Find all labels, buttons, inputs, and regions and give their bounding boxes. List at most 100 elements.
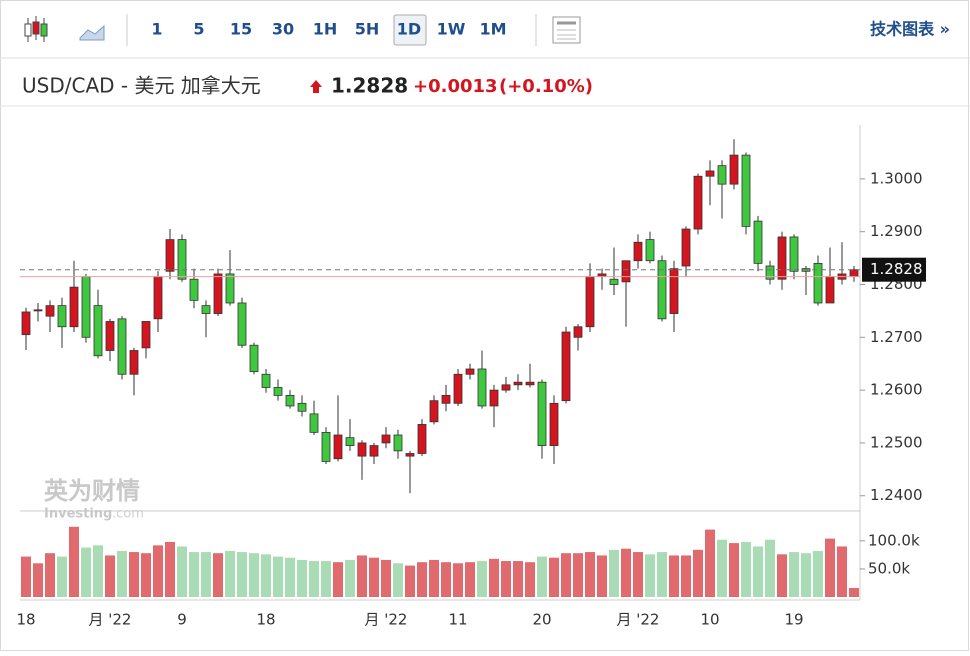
candle-body	[213, 273, 223, 314]
candle-body	[561, 331, 571, 402]
candle-body	[57, 305, 67, 328]
table-icon[interactable]	[552, 16, 581, 44]
volume-bar	[381, 559, 391, 597]
volume-bar	[549, 557, 559, 597]
up-arrow	[310, 80, 322, 93]
candle-body	[501, 384, 511, 391]
candle-body	[825, 276, 835, 304]
candle-body	[489, 389, 499, 407]
candle-body	[453, 373, 463, 404]
candle-body	[777, 236, 787, 280]
volume-bar	[153, 545, 163, 597]
volume-bar	[105, 555, 115, 597]
volume-bar	[681, 555, 691, 597]
interval-button[interactable]: 15	[230, 20, 252, 39]
volume-bar	[525, 562, 535, 597]
interval-button[interactable]: 1D	[397, 20, 421, 39]
candle-body	[645, 239, 655, 262]
candle-body	[621, 260, 631, 283]
volume-bar	[405, 565, 415, 597]
volume-bar	[441, 562, 451, 597]
x-tick-label: 20	[532, 611, 551, 629]
x-tick-label: 9	[177, 611, 187, 629]
watermark-site: Investing	[44, 507, 112, 522]
candle-body	[45, 305, 55, 317]
y-tick-label: 1.2500	[870, 433, 923, 451]
candle-body	[681, 228, 691, 267]
volume-bar	[657, 552, 667, 597]
volume-bar	[561, 553, 571, 597]
candle-body	[549, 402, 559, 446]
candle-body	[225, 273, 235, 304]
candle-body	[849, 269, 859, 277]
candle-body	[741, 154, 751, 227]
candle-body	[753, 220, 763, 264]
candle-body	[285, 394, 295, 407]
volume-bar	[837, 546, 847, 597]
candle-body	[441, 394, 451, 404]
volume-bar	[717, 539, 727, 597]
candle-body	[69, 286, 79, 328]
volume-bar	[393, 563, 403, 597]
volume-bar	[309, 561, 319, 597]
last-price-box	[862, 257, 926, 282]
candle-body	[33, 309, 43, 312]
volume-bar	[225, 550, 235, 597]
candle-body	[261, 373, 271, 388]
volume-bar	[273, 556, 283, 597]
watermark-domain: .com	[112, 507, 144, 522]
volume-bar	[849, 588, 859, 597]
volume-bar	[573, 553, 583, 597]
volume-bar	[81, 547, 91, 597]
candle-body	[201, 305, 211, 314]
volume-bar	[585, 552, 595, 597]
volume-bar	[357, 555, 367, 597]
candle-body	[81, 276, 91, 338]
technical-chart-link[interactable]: 技术图表 »	[870, 20, 950, 39]
interval-button[interactable]: 30	[272, 20, 294, 39]
candle-body	[813, 262, 823, 304]
x-tick-label: 19	[784, 611, 803, 629]
candle-icon	[24, 16, 48, 42]
candle-body	[153, 276, 163, 320]
candle-body	[381, 434, 391, 444]
volume-bar	[93, 545, 103, 597]
area-icon[interactable]	[79, 24, 105, 41]
interval-button[interactable]: 1H	[313, 20, 338, 39]
volume-bar	[201, 552, 211, 597]
candle-body	[465, 368, 475, 375]
candle-body	[93, 305, 103, 357]
volume-bar	[477, 561, 487, 597]
volume-bar	[705, 529, 715, 597]
interval-button[interactable]: 1W	[437, 20, 466, 39]
volume-bar	[765, 539, 775, 597]
candle-body	[573, 326, 583, 338]
interval-button[interactable]: 5H	[355, 20, 380, 39]
volume-tick-label: 100.0k	[868, 531, 920, 549]
volume-bar	[57, 556, 67, 597]
x-tick-label: 18	[256, 611, 275, 629]
candle-body	[333, 434, 343, 460]
volume-bar	[669, 555, 679, 597]
candle-body	[669, 268, 679, 314]
volume-bar	[777, 554, 787, 597]
candle-body	[249, 344, 259, 373]
candle-body	[393, 434, 403, 452]
x-tick-label: 月 '22	[365, 611, 408, 629]
volume-tick-label: 50.0k	[868, 559, 910, 577]
candle-body	[477, 368, 487, 407]
interval-button[interactable]: 5	[193, 20, 204, 39]
last-price: 1.2828	[331, 74, 408, 98]
volume-bar	[753, 546, 763, 597]
y-tick-label: 1.2700	[870, 328, 923, 346]
volume-bar	[645, 554, 655, 597]
candle-body	[585, 276, 595, 328]
candle-body	[345, 437, 355, 446]
interval-button[interactable]: 1	[151, 20, 162, 39]
interval-button[interactable]: 1M	[479, 20, 506, 39]
candle-body	[117, 318, 127, 375]
last-price-label: 1.2828	[870, 260, 923, 278]
candle-body	[165, 239, 175, 272]
volume-bar	[489, 558, 499, 597]
candle-body	[705, 170, 715, 177]
